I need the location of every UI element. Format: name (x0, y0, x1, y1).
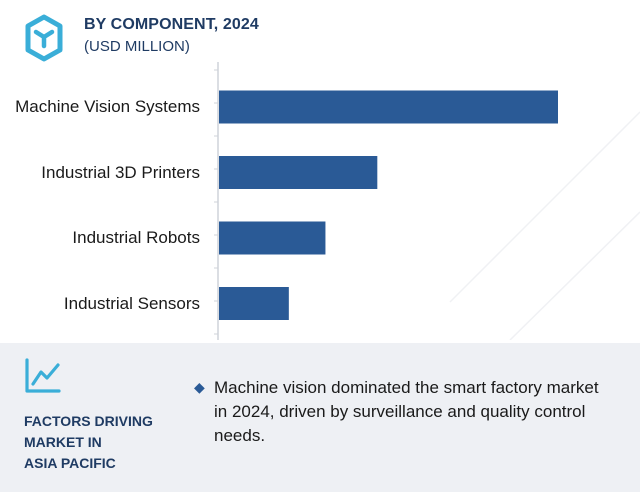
category-label: Industrial 3D Printers (41, 162, 200, 182)
background-decoration-line (509, 211, 640, 340)
factors-panel: FACTORS DRIVING MARKET IN ASIA PACIFIC ◆… (0, 343, 640, 492)
background-decoration-line (449, 111, 640, 303)
panel-heading-line: MARKET IN (24, 434, 102, 450)
bar (219, 90, 558, 124)
bar-chart-svg (214, 62, 640, 340)
category-label: Machine Vision Systems (15, 97, 200, 116)
category-label: Industrial Sensors (63, 293, 200, 313)
trend-chart-icon (25, 358, 61, 393)
bullet-text: Machine vision dominated the smart facto… (214, 378, 599, 445)
category-label: Industrial Robots (72, 228, 200, 247)
panel-heading-line: ASIA PACIFIC (24, 455, 116, 471)
panel-heading: FACTORS DRIVING MARKET IN ASIA PACIFIC (24, 411, 184, 474)
bar (219, 221, 326, 255)
panel-heading-line: FACTORS DRIVING (24, 413, 153, 429)
bar-chart: Machine Vision Systems Industrial 3D Prin… (0, 62, 640, 340)
bar (219, 287, 289, 320)
chart-subtitle: (USD MILLION) (84, 38, 190, 55)
bar (219, 156, 378, 189)
diamond-bullet-icon: ◆ (194, 379, 205, 395)
chart-title: BY COMPONENT, 2024 (84, 16, 259, 33)
cube-logo-icon (25, 14, 63, 62)
